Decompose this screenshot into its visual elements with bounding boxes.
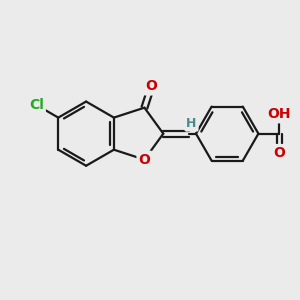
Text: O: O (273, 146, 285, 160)
Text: OH: OH (268, 107, 291, 121)
Text: H: H (186, 117, 197, 130)
Text: Cl: Cl (29, 98, 44, 112)
Text: O: O (146, 80, 157, 94)
Text: O: O (139, 153, 150, 166)
